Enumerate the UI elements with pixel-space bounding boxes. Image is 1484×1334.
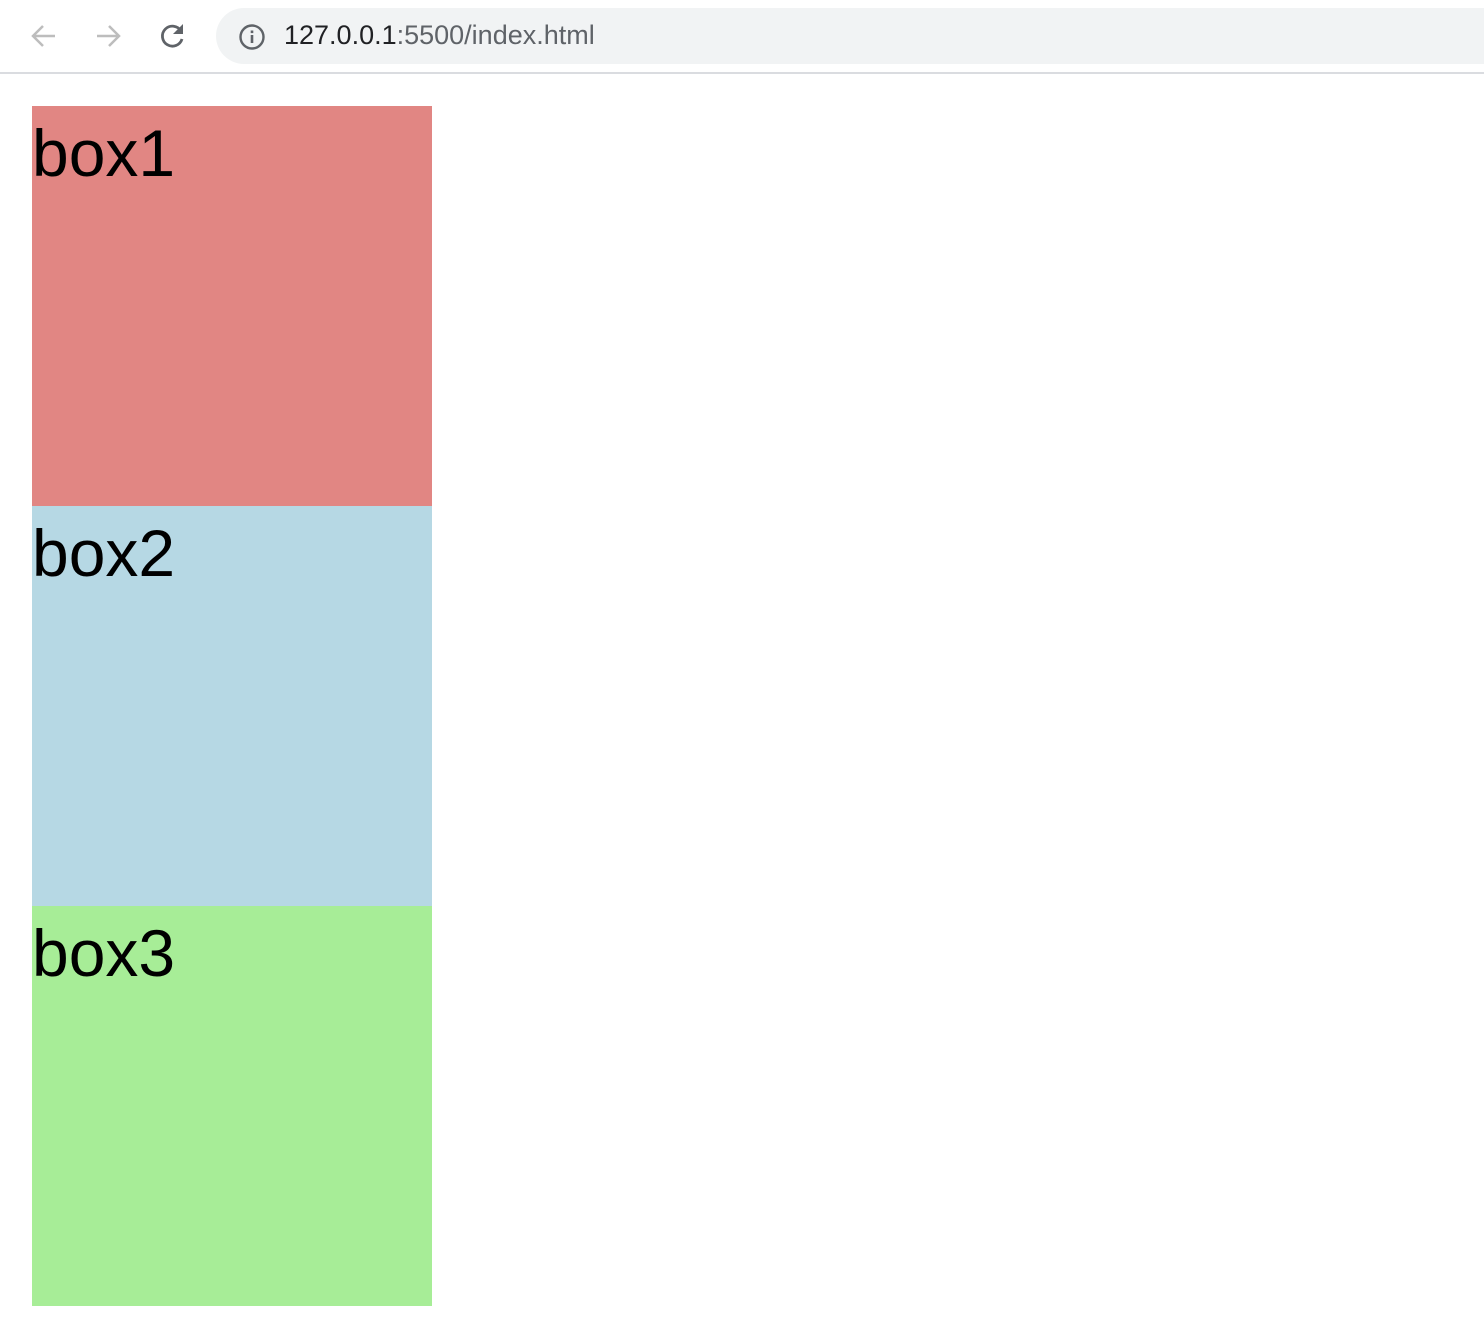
box-label: box3 — [32, 916, 176, 990]
arrow-right-icon — [97, 25, 121, 47]
url-path: :5500/index.html — [396, 20, 595, 50]
box-1: box1 — [32, 106, 432, 506]
back-button[interactable] — [26, 18, 62, 54]
reload-icon — [161, 24, 184, 48]
box-3: box3 — [32, 906, 432, 1306]
reload-button[interactable] — [154, 18, 190, 54]
browser-toolbar: 127.0.0.1:5500/index.html — [0, 0, 1484, 74]
box-label: box1 — [32, 116, 176, 190]
url-text[interactable]: 127.0.0.1:5500/index.html — [284, 20, 595, 51]
address-bar[interactable]: 127.0.0.1:5500/index.html — [216, 8, 1484, 64]
arrow-left-icon — [31, 25, 55, 47]
box-2: box2 — [32, 506, 432, 906]
forward-button[interactable] — [90, 18, 126, 54]
box-label: box2 — [32, 516, 176, 590]
url-host: 127.0.0.1 — [284, 20, 397, 50]
info-icon[interactable] — [238, 23, 266, 51]
